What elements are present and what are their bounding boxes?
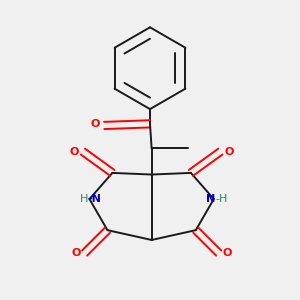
Text: N: N bbox=[206, 194, 215, 204]
Text: -N: -N bbox=[88, 194, 102, 204]
Text: O: O bbox=[223, 248, 232, 258]
Text: O: O bbox=[70, 147, 79, 157]
Text: O: O bbox=[91, 119, 100, 129]
Text: H: H bbox=[80, 194, 88, 204]
Text: O: O bbox=[71, 248, 81, 258]
Text: -H: -H bbox=[215, 194, 228, 204]
Text: O: O bbox=[224, 147, 234, 157]
